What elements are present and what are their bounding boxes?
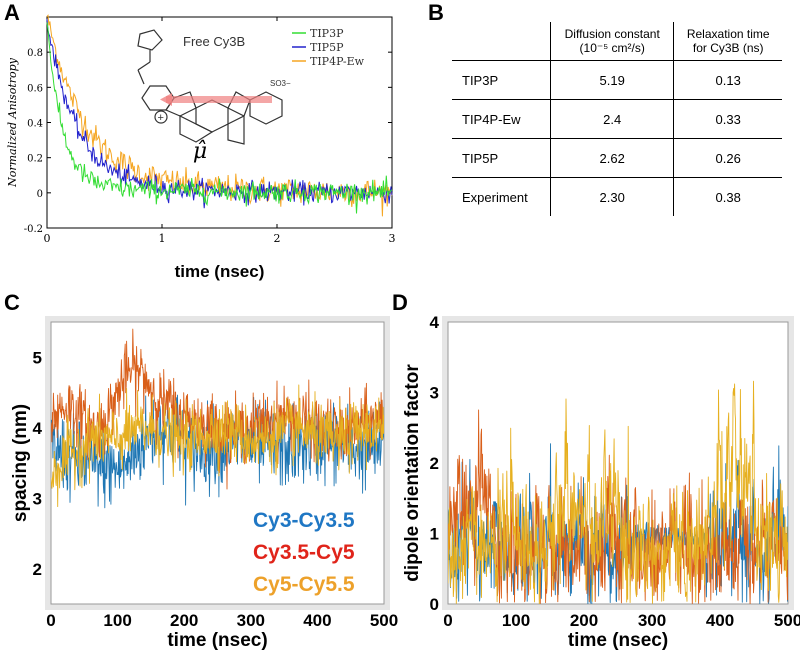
panel-label-d: D	[392, 290, 408, 315]
legend-label: Cy5-Cy5.5	[253, 573, 355, 596]
legend-label: TIP5P	[310, 41, 344, 54]
y-tick-label: 3	[33, 489, 42, 508]
table-row: TIP5P 2.62 0.26	[452, 138, 782, 178]
legend-label: Cy3-Cy3.5	[253, 509, 355, 532]
series-line-cy5-cy5.5	[51, 384, 384, 508]
header-relaxation: Relaxation time for Cy3B (ns)	[673, 22, 782, 61]
y-tick-label: 0.6	[27, 83, 43, 94]
trace-group	[448, 380, 788, 604]
x-tick-label: 300	[237, 611, 265, 630]
panel-label-a: A	[4, 0, 20, 25]
ring	[249, 91, 283, 125]
x-tick-label: 400	[706, 611, 734, 630]
ring	[227, 115, 245, 145]
x-tick-label: 200	[170, 611, 198, 630]
dipole-arrow-head	[160, 93, 172, 106]
series-line-tip3p	[46, 22, 393, 214]
y-axis-label: Normalized Anisotropy	[6, 57, 19, 188]
diffusion-value: 2.4	[549, 99, 674, 139]
diffusion-value: 5.19	[549, 60, 674, 100]
y-tick-label: 2	[430, 454, 439, 473]
table-row: TIP4P-Ew 2.4 0.33	[452, 99, 782, 139]
ring	[179, 115, 214, 143]
inset-title: Free Cy3B	[183, 34, 245, 49]
x-tick-label: 100	[103, 611, 131, 630]
table-row: TIP3P 5.19 0.13	[452, 60, 782, 100]
y-tick-label: 0.2	[27, 154, 43, 165]
table-row: Experiment 2.30 0.38	[452, 177, 782, 216]
y-tick-label: 0	[37, 189, 43, 200]
x-tick-label: 500	[370, 611, 398, 630]
relaxation-value: 0.33	[673, 99, 782, 139]
x-tick-label: 1	[159, 232, 166, 245]
relaxation-value: 0.13	[673, 60, 782, 100]
x-axis-label: time (nsec)	[568, 630, 668, 651]
x-tick-label: 300	[638, 611, 666, 630]
y-tick-label: 0	[430, 595, 439, 614]
relaxation-value: 0.26	[673, 138, 782, 178]
chart-c: 0 100 200 300 400 500 2 3 4 5 time (nsec) spacing (…	[10, 316, 398, 651]
legend-label: TIP3P	[310, 27, 344, 40]
diffusion-value: 2.62	[549, 138, 674, 178]
x-tick-label: 100	[502, 611, 530, 630]
y-tick-label: 4	[33, 419, 43, 438]
bond	[137, 61, 151, 71]
header-diffusion: Diffusion constant (10⁻⁵ cm²/s)	[549, 22, 674, 61]
x-tick-label: 0	[46, 611, 55, 630]
row-label: TIP4P-Ew	[452, 99, 551, 139]
panel-label-c: C	[4, 290, 20, 315]
series-line-cy3-cy3.5	[448, 443, 788, 604]
y-tick-label: -0.2	[24, 224, 43, 235]
y-tick-label: 2	[33, 560, 42, 579]
x-axis-label: time (nsec)	[167, 630, 267, 651]
x-tick-label: 2	[274, 232, 281, 245]
x-tick-label: 500	[774, 611, 800, 630]
legend-label: Cy3.5-Cy5	[253, 541, 355, 564]
y-tick-label: 0.4	[27, 119, 43, 130]
y-tick-label: 0.8	[27, 48, 43, 59]
diffusion-value: 2.30	[549, 177, 674, 216]
x-tick-label: 0	[443, 611, 452, 630]
ring	[137, 29, 163, 51]
sulfonate-label: SO3−	[270, 79, 291, 88]
ring	[165, 91, 197, 117]
x-tick-label: 200	[570, 611, 598, 630]
bond	[137, 69, 145, 85]
panel-label-b: B	[428, 0, 444, 25]
legend-label: TIP4P-Ew	[310, 55, 365, 68]
x-tick-label: 400	[303, 611, 331, 630]
y-axis-label: spacing (nm)	[10, 404, 31, 522]
y-tick-label: 5	[33, 348, 42, 367]
charge-symbol: +	[158, 112, 164, 124]
y-tick-label: 3	[430, 384, 439, 403]
chart-d: 0 100 200 300 400 500 0 1 2 3 4 time (nsec) dipole o…	[402, 313, 800, 651]
series-line-tip5p	[46, 18, 393, 209]
y-tick-label: 4	[430, 313, 440, 332]
row-label: Experiment	[452, 177, 551, 216]
x-tick-label: 3	[389, 232, 396, 245]
trace-group	[51, 328, 384, 509]
relaxation-value: 0.38	[673, 177, 782, 216]
charge-circle	[154, 110, 168, 124]
y-axis-label: dipole orientation factor	[402, 364, 423, 582]
relaxation-table: Diffusion constant (10⁻⁵ cm²/s) Relaxatio…	[452, 22, 782, 216]
row-label: TIP5P	[452, 138, 551, 178]
dipole-arrow-body	[166, 96, 272, 103]
y-tick-label: 1	[430, 525, 439, 544]
x-tick-label: 0	[44, 232, 51, 245]
dipole-symbol: μ̂	[193, 139, 207, 164]
x-axis-label: time (nsec)	[175, 262, 265, 281]
row-label: TIP3P	[452, 60, 551, 100]
series-line-cy5-cy5.5	[448, 380, 788, 604]
